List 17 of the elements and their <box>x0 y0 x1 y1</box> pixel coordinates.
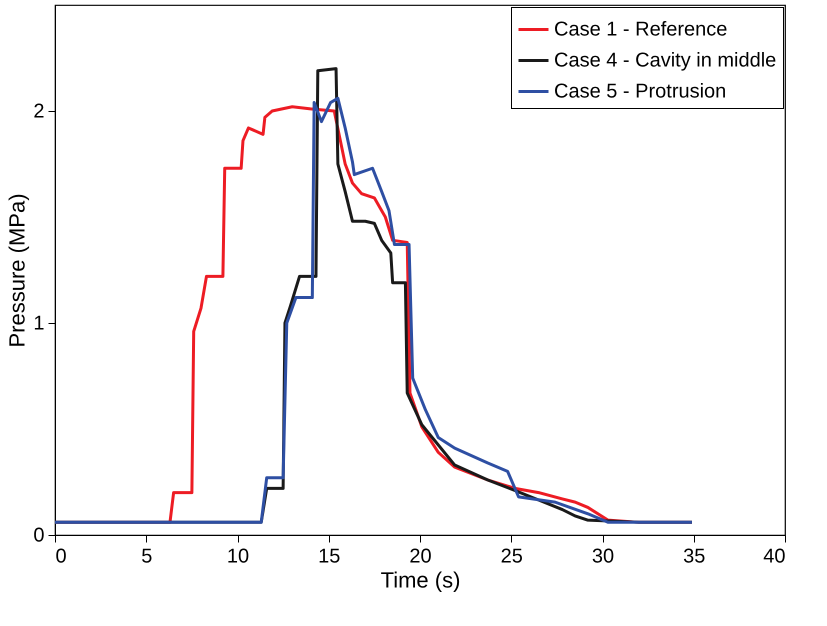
y-tick-label: 2 <box>33 100 44 122</box>
x-axis-title: Time (s) <box>380 568 460 592</box>
x-tick-label: 35 <box>683 546 706 568</box>
y-tick-label: 1 <box>33 312 44 334</box>
x-tick-label: 5 <box>141 546 152 568</box>
legend-label: Case 1 - Reference <box>554 18 728 40</box>
legend-label: Case 5 - Protrusion <box>554 80 726 102</box>
y-axis-title: Pressure (MPa) <box>4 193 30 348</box>
y-tick-label: 0 <box>33 524 44 546</box>
x-tick-label: 0 <box>56 546 67 568</box>
x-tick-label: 20 <box>409 546 432 568</box>
x-tick-label: 15 <box>318 546 340 568</box>
x-tick-label: 25 <box>500 546 523 568</box>
x-tick-label: 40 <box>763 546 786 568</box>
legend-label: Case 4 - Cavity in middle <box>554 50 776 72</box>
x-tick-label: 10 <box>226 546 250 568</box>
x-tick-label: 30 <box>592 546 614 568</box>
